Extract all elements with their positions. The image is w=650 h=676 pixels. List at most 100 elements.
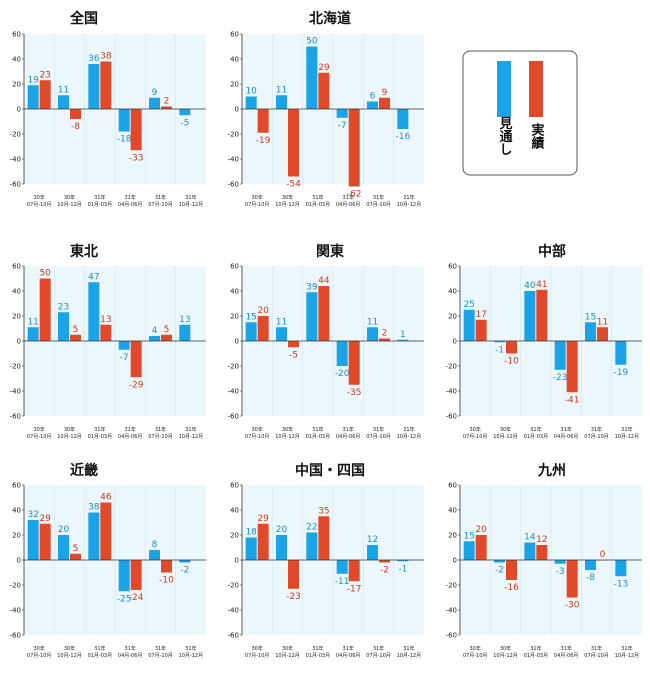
chart-title: 中部: [538, 243, 566, 260]
bar-actual: [130, 109, 142, 151]
y-tick-label: 20: [230, 313, 239, 321]
x-tick-label: 30年: [64, 645, 75, 652]
bar-actual: [257, 109, 269, 133]
bar-plan: [58, 95, 69, 109]
x-tick-label: 31年: [185, 426, 196, 433]
data-label-plan: 38: [88, 503, 100, 513]
x-tick-label: 31年: [373, 426, 384, 433]
x-tick-label: 07月-10月: [27, 653, 52, 659]
bar-actual: [475, 319, 487, 341]
y-tick-label: -20: [10, 363, 21, 371]
bar-actual: [161, 560, 172, 573]
y-tick-label: 60: [448, 263, 457, 271]
data-label-actual: -30: [565, 601, 580, 611]
data-label-actual: 41: [536, 280, 547, 290]
x-tick-label: 30年: [33, 645, 44, 652]
data-label-actual: -2: [380, 566, 389, 576]
bar-plan: [245, 96, 257, 109]
bar-plan: [27, 520, 39, 560]
x-tick-label: 07月-10月: [27, 434, 52, 440]
data-label-plan: 1: [400, 330, 406, 340]
chart-panel: 九州 60 40 20 0 -20 -40 -60 15 -2 14 -3 -8 -13 20 -16 12 -3…: [446, 463, 642, 659]
bar-actual: [379, 97, 390, 109]
bar-actual: [566, 560, 578, 598]
y-tick-label: 40: [230, 507, 239, 515]
data-label-plan: 10: [245, 87, 257, 97]
bar-actual: [288, 560, 299, 589]
data-label-plan: 11: [58, 85, 69, 95]
y-tick-label: 0: [453, 338, 457, 346]
x-tick-label: 31年: [185, 645, 196, 652]
data-label-plan: 9: [152, 88, 158, 98]
y-tick-label: -20: [228, 363, 239, 371]
x-tick-label: 07月-10月: [27, 202, 52, 208]
bar-plan: [494, 341, 505, 343]
x-tick-label: 10月-12月: [493, 434, 518, 440]
y-tick-label: 20: [230, 532, 239, 540]
x-tick-label: 30年: [251, 645, 262, 652]
data-label-actual: -41: [565, 395, 580, 405]
bar-actual: [348, 109, 360, 187]
bar-plan: [27, 327, 39, 341]
bar-plan: [179, 560, 191, 563]
data-label-actual: 38: [100, 52, 112, 62]
x-tick-label: 10月-12月: [179, 653, 204, 659]
data-label-actual: 13: [100, 315, 111, 325]
data-label-actual: -33: [129, 153, 144, 163]
x-tick-label: 10月-12月: [493, 653, 518, 659]
x-tick-label: 31年: [591, 426, 602, 433]
bar-actual: [70, 109, 81, 119]
chart-title: 全国: [69, 10, 98, 27]
x-tick-label: 31年: [373, 645, 384, 652]
x-tick-label: 30年: [251, 194, 262, 201]
chart-title: 東北: [70, 243, 98, 260]
legend-label-actual: 実績: [529, 122, 545, 150]
x-tick-label: 30年: [500, 426, 511, 433]
x-tick-label: 07月-10月: [148, 202, 173, 208]
x-tick-label: 01月-03月: [88, 202, 113, 208]
legend: 見通し 実績: [462, 50, 578, 176]
y-tick-label: -20: [228, 131, 239, 139]
bar-plan: [397, 560, 409, 562]
x-tick-label: 31年: [342, 426, 353, 433]
data-label-actual: -17: [347, 584, 362, 594]
data-label-actual: 11: [597, 317, 608, 327]
data-label-plan: 15: [463, 531, 474, 541]
data-label-plan: -20: [335, 369, 350, 379]
y-tick-label: 20: [12, 313, 21, 321]
data-label-actual: 44: [318, 276, 330, 286]
bar-actual: [318, 516, 330, 560]
data-label-plan: -23: [553, 373, 568, 383]
bar-actual: [348, 560, 360, 582]
bar-plan: [306, 292, 318, 341]
data-label-plan: -3: [556, 567, 565, 577]
bar-actual: [161, 106, 172, 109]
bar-actual: [161, 334, 172, 341]
bar-plan: [179, 109, 191, 116]
chart-panel: 全国 60 40 20 0 -20 -40 -60 19 11 36 -18 9 -5 23 -8 38 -33 2…: [10, 10, 206, 208]
x-tick-label: 01月-03月: [524, 434, 549, 440]
bar-actual: [100, 324, 112, 341]
x-tick-label: 30年: [33, 194, 44, 201]
data-label-actual: -35: [347, 388, 362, 398]
data-label-plan: 47: [88, 272, 99, 282]
bar-plan: [245, 537, 257, 560]
data-label-plan: 25: [463, 300, 474, 310]
x-tick-label: 31年: [312, 194, 323, 201]
x-tick-label: 31年: [94, 194, 105, 201]
bar-plan: [367, 327, 378, 341]
data-label-plan: -16: [395, 132, 410, 142]
y-tick-label: -60: [10, 181, 21, 189]
chart-panel: 東北 60 40 20 0 -20 -40 -60 11 23 47 -7 4 13 50 5 13 -29 5 30…: [10, 243, 206, 440]
x-tick-label: 31年: [342, 194, 353, 201]
y-tick-label: -60: [10, 413, 21, 421]
y-tick-label: 40: [230, 288, 239, 296]
bar-actual: [475, 535, 487, 560]
data-label-plan: -5: [180, 118, 189, 128]
bar-actual: [39, 523, 51, 560]
x-tick-label: 10月-12月: [275, 653, 300, 659]
y-tick-label: 0: [17, 338, 21, 346]
bar-actual: [318, 286, 330, 341]
x-tick-label: 31年: [373, 194, 384, 201]
x-tick-label: 04月-06月: [336, 202, 361, 208]
